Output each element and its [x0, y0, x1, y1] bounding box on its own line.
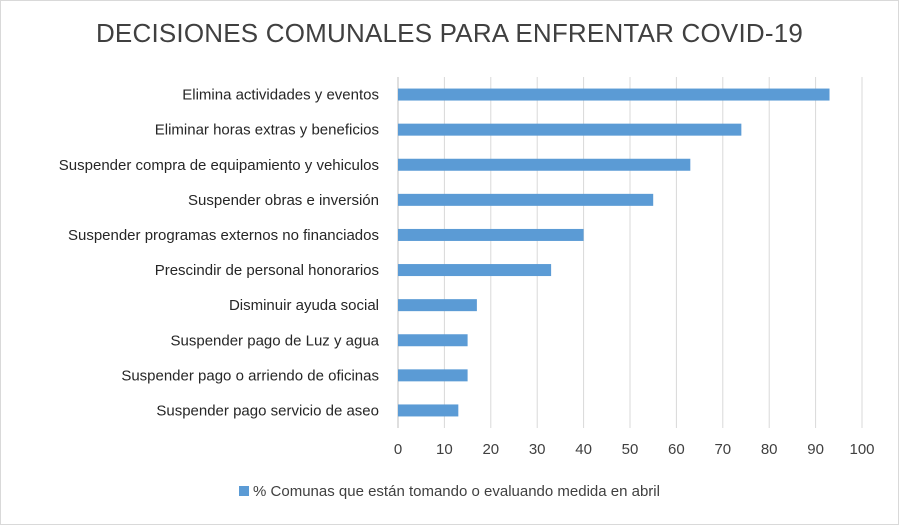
x-tick-label: 40	[575, 441, 592, 458]
bar	[398, 123, 742, 136]
x-tick-label: 30	[529, 441, 546, 458]
bar	[398, 369, 468, 382]
bar	[398, 264, 552, 277]
category-label: Disminuir ayuda social	[229, 297, 379, 314]
x-tick-label: 90	[807, 441, 824, 458]
x-tick-label: 50	[622, 441, 639, 458]
x-tick-label: 60	[668, 441, 685, 458]
category-label: Suspender pago o arriendo de oficinas	[121, 367, 379, 384]
bar	[398, 299, 477, 312]
x-tick-label: 80	[761, 441, 778, 458]
category-label: Suspender pago servicio de aseo	[156, 402, 379, 419]
chart-title: DECISIONES COMUNALES PARA ENFRENTAR COVI…	[95, 18, 804, 48]
x-tick-label: 0	[394, 441, 402, 458]
bar	[398, 228, 584, 241]
category-label: Eliminar horas extras y beneficios	[155, 122, 379, 139]
x-tick-label: 10	[436, 441, 453, 458]
legend-swatch	[239, 486, 250, 497]
category-label: Prescindir de personal honorarios	[155, 262, 379, 279]
bar	[398, 88, 830, 101]
x-tick-label: 20	[482, 441, 499, 458]
category-label: Elimina actividades y eventos	[182, 87, 379, 104]
bar	[398, 334, 468, 347]
bar	[398, 158, 691, 171]
bar	[398, 193, 654, 206]
x-tick-label: 70	[714, 441, 731, 458]
category-label: Suspender compra de equipamiento y vehic…	[59, 157, 379, 174]
category-label: Suspender obras e inversión	[188, 192, 379, 209]
category-label: Suspender pago de Luz y agua	[171, 332, 380, 349]
legend-label: % Comunas que están tomando o evaluando …	[253, 483, 660, 500]
category-label: Suspender programas externos no financia…	[68, 227, 379, 244]
x-tick-label: 100	[849, 441, 874, 458]
bar	[398, 404, 459, 417]
chart-legend: % Comunas que están tomando o evaluando …	[0, 483, 899, 500]
